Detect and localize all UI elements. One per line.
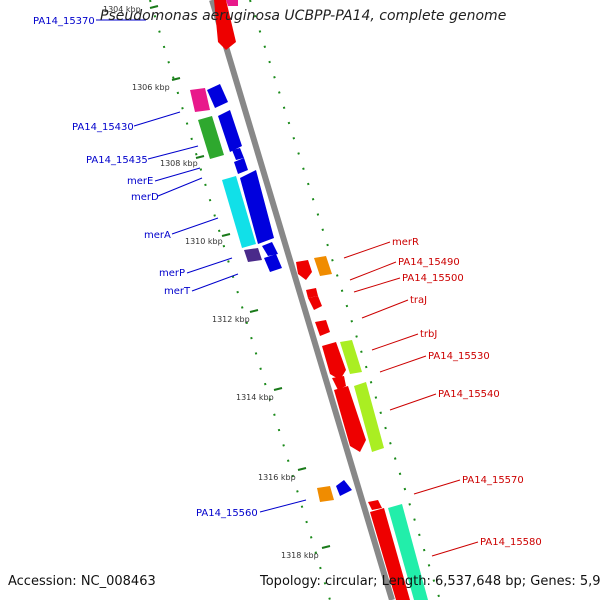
accession-text: Accession: NC_008463 bbox=[8, 574, 156, 589]
tick-mark bbox=[297, 467, 307, 471]
forward-strand-features bbox=[214, 0, 428, 600]
gene-arrow-red-1[interactable] bbox=[296, 260, 312, 280]
gene-block-pink[interactable] bbox=[190, 88, 210, 112]
gene-arrow-red-3[interactable] bbox=[308, 296, 322, 310]
gene-arrow-blue-1[interactable] bbox=[207, 84, 228, 108]
tick-label: 1312 kbp bbox=[212, 315, 250, 324]
tick-label: 1316 kbp bbox=[258, 473, 296, 482]
reverse-gene-label-text: PA14_15370 PA14_15430 PA14_15435 merE me… bbox=[33, 16, 258, 519]
gene-label[interactable]: PA14_15570 bbox=[462, 475, 524, 486]
genome-title: Pseudomonas aeruginosa UCBPP-PA14, compl… bbox=[100, 8, 507, 24]
gene-label[interactable]: merA bbox=[144, 230, 171, 241]
gene-label[interactable]: merR bbox=[392, 237, 419, 248]
gene-arrow-blue-5[interactable] bbox=[240, 170, 274, 244]
tick-mark bbox=[195, 155, 205, 159]
reverse-gene-labels bbox=[96, 19, 307, 513]
tick-mark bbox=[149, 5, 159, 9]
gene-arrow-blue-8[interactable] bbox=[336, 480, 352, 496]
tick-mark bbox=[321, 545, 331, 549]
tick-label: 1310 kbp bbox=[185, 237, 223, 246]
gene-arrow-red-top[interactable] bbox=[214, 0, 236, 50]
gene-block-orange-1[interactable] bbox=[317, 486, 334, 502]
tick-label: 1314 kbp bbox=[236, 393, 274, 402]
tick-label: 1306 kbp bbox=[132, 83, 170, 92]
tick-label: 1318 kbp bbox=[281, 551, 319, 560]
gene-label[interactable]: PA14_15500 bbox=[402, 273, 464, 284]
gene-label[interactable]: merE bbox=[127, 176, 153, 187]
tick-mark bbox=[171, 77, 181, 81]
gene-label[interactable]: PA14_15435 bbox=[86, 155, 148, 166]
tick-label: 1308 kbp bbox=[160, 159, 198, 168]
genome-summary-text: Topology: circular; Length: 6,537,648 bp… bbox=[260, 574, 600, 589]
gene-arrow-red-9[interactable] bbox=[370, 508, 410, 600]
genome-backbone bbox=[209, 0, 395, 600]
gene-label[interactable]: traJ bbox=[410, 295, 427, 306]
gene-block-cyan[interactable] bbox=[222, 176, 256, 248]
gene-arrow-blue-3[interactable] bbox=[232, 148, 244, 160]
tick-mark bbox=[249, 309, 259, 313]
forward-gene-labels bbox=[343, 241, 479, 557]
gene-arrow-red-4[interactable] bbox=[315, 320, 330, 336]
gene-block-orange-2[interactable] bbox=[314, 256, 332, 276]
gene-arrow-red-2[interactable] bbox=[306, 288, 318, 298]
gene-arrow-red-5[interactable] bbox=[322, 342, 346, 380]
gene-arrow-red-6[interactable] bbox=[332, 376, 346, 390]
tick-mark bbox=[221, 233, 231, 237]
gene-block-purple[interactable] bbox=[244, 248, 262, 262]
gene-arrow-blue-6[interactable] bbox=[262, 242, 278, 256]
gene-label[interactable]: PA14_15430 bbox=[72, 122, 134, 133]
kbp-ticks: 1304 kbp 1306 kbp 1308 kbp 1310 kbp 1312… bbox=[103, 5, 331, 560]
gene-arrow-blue-4[interactable] bbox=[234, 158, 248, 174]
gene-arrow-blue-2[interactable] bbox=[218, 110, 242, 152]
tick-mark bbox=[273, 387, 283, 391]
gene-arrow-blue-7[interactable] bbox=[264, 254, 282, 272]
gene-block-pink-top[interactable] bbox=[226, 0, 238, 6]
tick-label: 1304 kbp bbox=[103, 5, 141, 14]
gene-label[interactable]: PA14_15560 bbox=[196, 508, 258, 519]
forward-gene-label-text: merR PA14_15490 PA14_15500 traJ trbJ PA1… bbox=[392, 237, 542, 548]
gene-label[interactable]: merT bbox=[164, 286, 191, 297]
gene-label[interactable]: PA14_15540 bbox=[438, 389, 500, 400]
gene-label[interactable]: merP bbox=[159, 268, 185, 279]
gene-label[interactable]: trbJ bbox=[420, 329, 437, 340]
gene-label[interactable]: PA14_15370 bbox=[33, 16, 95, 27]
reverse-strand-features bbox=[190, 84, 352, 502]
gene-label[interactable]: PA14_15490 bbox=[398, 257, 460, 268]
gene-label[interactable]: PA14_15580 bbox=[480, 537, 542, 548]
gene-block-lime-2[interactable] bbox=[354, 382, 384, 452]
gene-arrow-red-7[interactable] bbox=[334, 386, 366, 452]
gene-block-green[interactable] bbox=[198, 116, 224, 159]
gene-block-teal[interactable] bbox=[388, 504, 428, 600]
gene-arrow-red-8[interactable] bbox=[368, 500, 382, 510]
gene-label[interactable]: merD bbox=[131, 192, 159, 203]
gene-block-lime-1[interactable] bbox=[340, 340, 362, 374]
gene-label[interactable]: PA14_15530 bbox=[428, 351, 490, 362]
